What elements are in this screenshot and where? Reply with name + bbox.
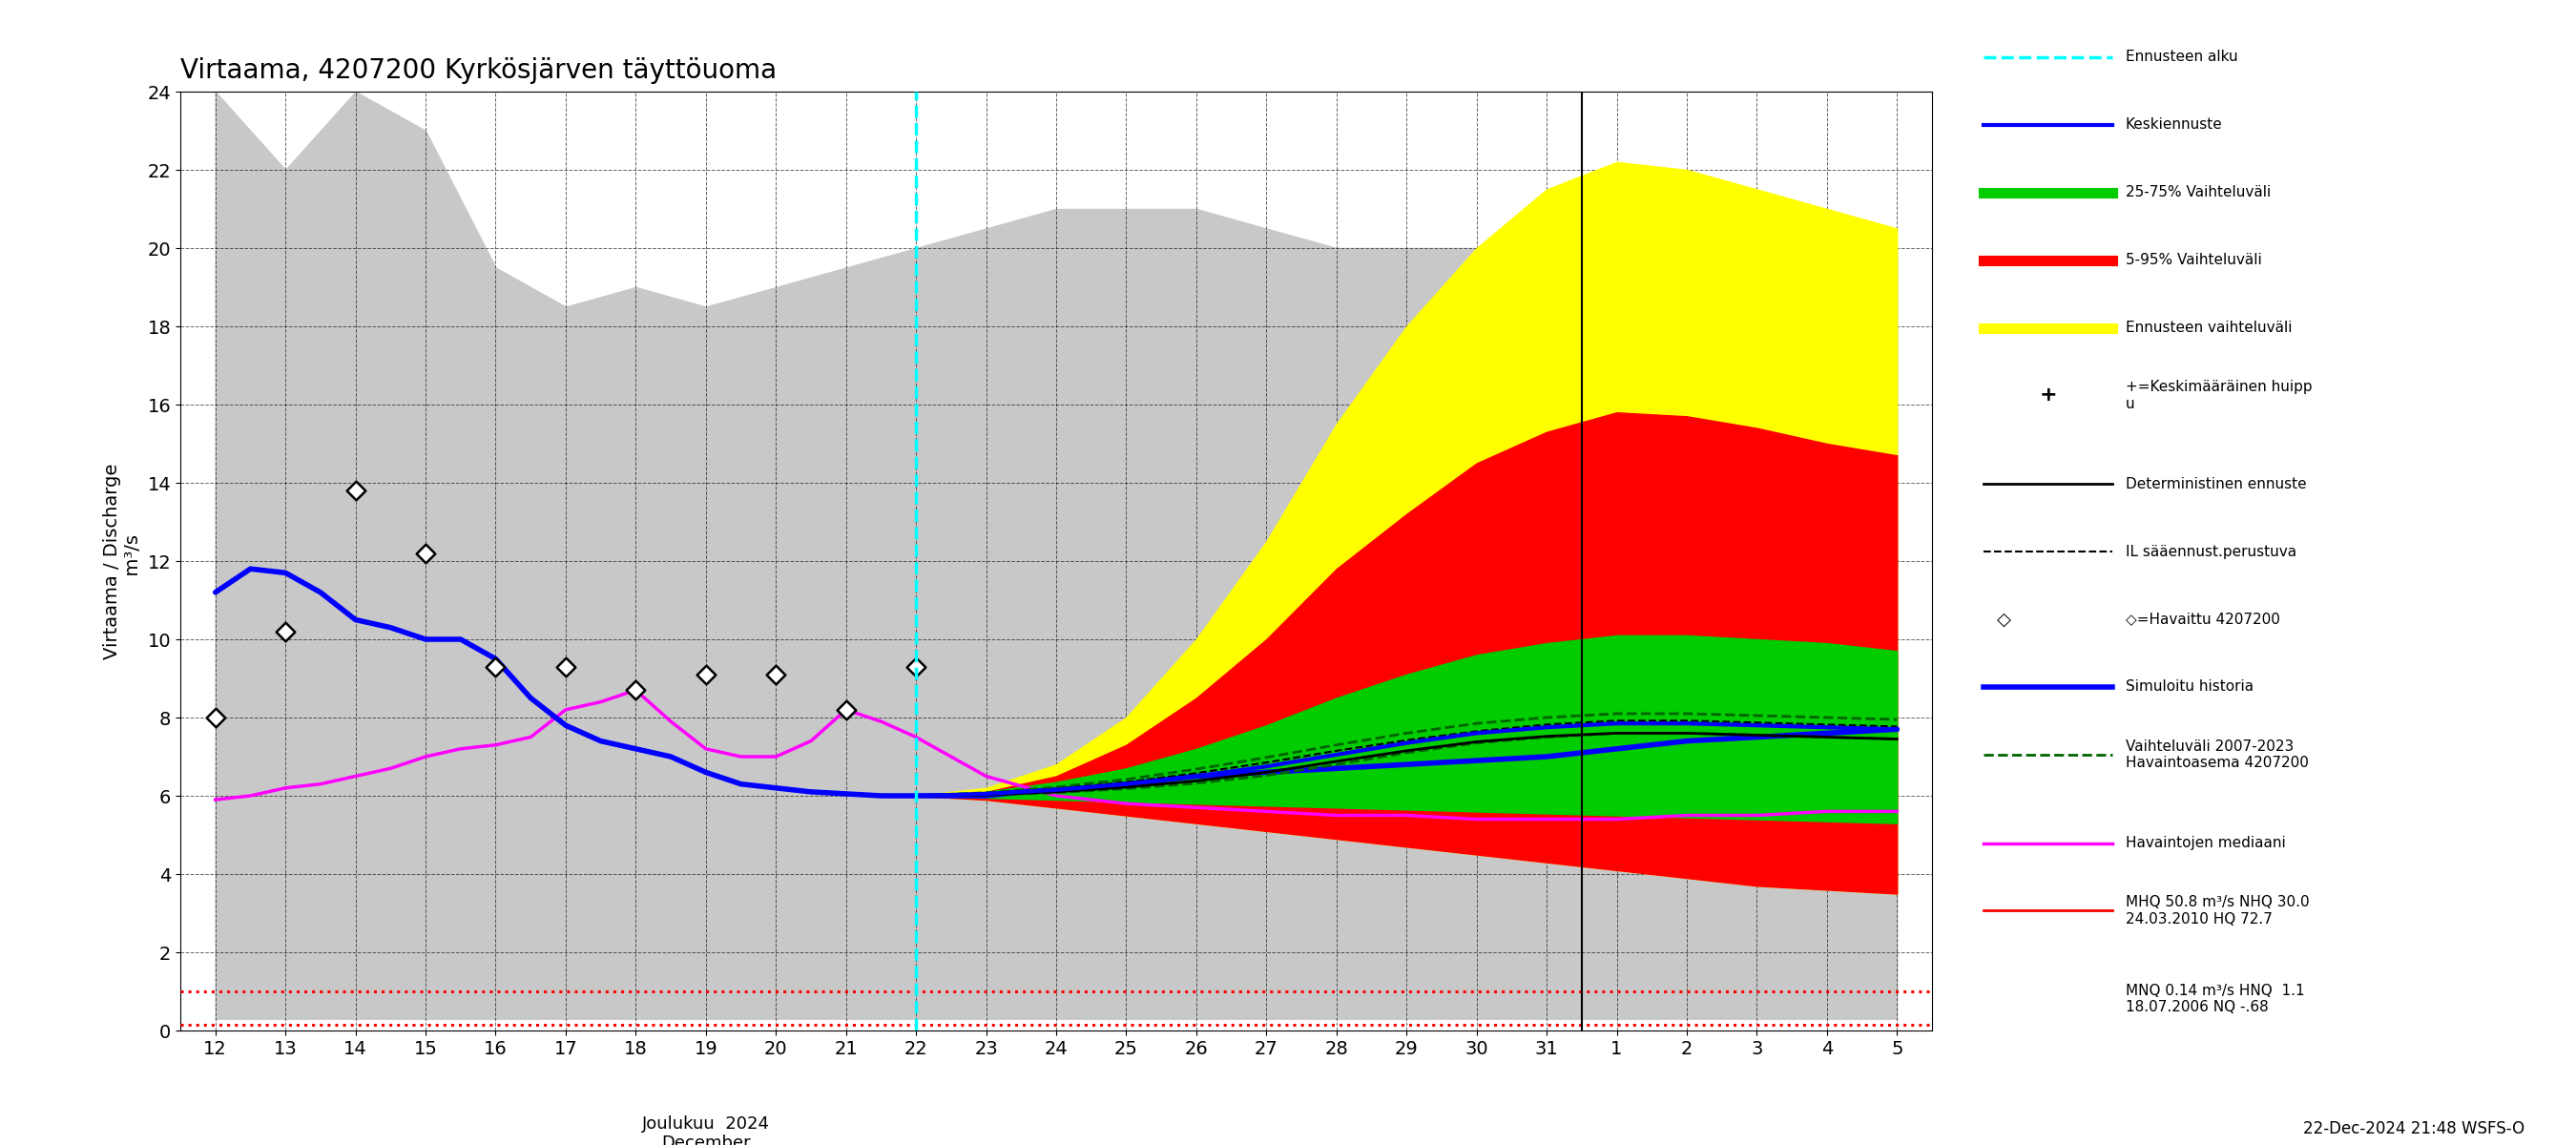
Text: Havaintojen mediaani: Havaintojen mediaani [2125, 836, 2285, 851]
Text: Virtaama, 4207200 Kyrkösjärven täyttöuoma: Virtaama, 4207200 Kyrkösjärven täyttöuom… [180, 57, 778, 84]
Point [896, 657, 938, 676]
Point [265, 622, 307, 640]
Text: Ennusteen alku: Ennusteen alku [2125, 50, 2239, 64]
Text: ◇=Havaittu 4207200: ◇=Havaittu 4207200 [2125, 613, 2280, 626]
Text: Joulukuu  2024
December: Joulukuu 2024 December [641, 1115, 770, 1145]
Point [685, 665, 726, 684]
Text: +: + [2040, 386, 2056, 405]
Text: 22-Dec-2024 21:48 WSFS-O: 22-Dec-2024 21:48 WSFS-O [2303, 1120, 2524, 1137]
Text: Keskiennuste: Keskiennuste [2125, 118, 2223, 132]
Point [824, 701, 866, 719]
Y-axis label: Virtaama / Discharge
  m³/s: Virtaama / Discharge m³/s [103, 463, 142, 660]
Point [616, 681, 657, 700]
Text: MHQ 50.8 m³/s NHQ 30.0
24.03.2010 HQ 72.7: MHQ 50.8 m³/s NHQ 30.0 24.03.2010 HQ 72.… [2125, 895, 2308, 926]
Point [335, 481, 376, 499]
Point [404, 544, 446, 562]
Text: MNQ 0.14 m³/s HNQ  1.1
18.07.2006 NQ -.68: MNQ 0.14 m³/s HNQ 1.1 18.07.2006 NQ -.68 [2125, 984, 2303, 1014]
Text: Vaihteluväli 2007-2023
Havaintoasema 4207200: Vaihteluväli 2007-2023 Havaintoasema 420… [2125, 739, 2308, 769]
Text: IL sääennust.perustuva: IL sääennust.perustuva [2125, 544, 2295, 559]
Text: Deterministinen ennuste: Deterministinen ennuste [2125, 476, 2306, 491]
Text: +=Keskimääräinen huipp
u: +=Keskimääräinen huipp u [2125, 380, 2311, 411]
Text: Ennusteen vaihteluväli: Ennusteen vaihteluväli [2125, 321, 2293, 335]
Point [546, 657, 587, 676]
Point [474, 657, 515, 676]
Point [755, 665, 796, 684]
Text: 25-75% Vaihteluväli: 25-75% Vaihteluväli [2125, 185, 2269, 199]
Text: Simuloitu historia: Simuloitu historia [2125, 680, 2254, 694]
Point [196, 709, 237, 727]
Text: ◇: ◇ [1996, 610, 2012, 629]
Text: 5-95% Vaihteluväli: 5-95% Vaihteluväli [2125, 253, 2262, 267]
